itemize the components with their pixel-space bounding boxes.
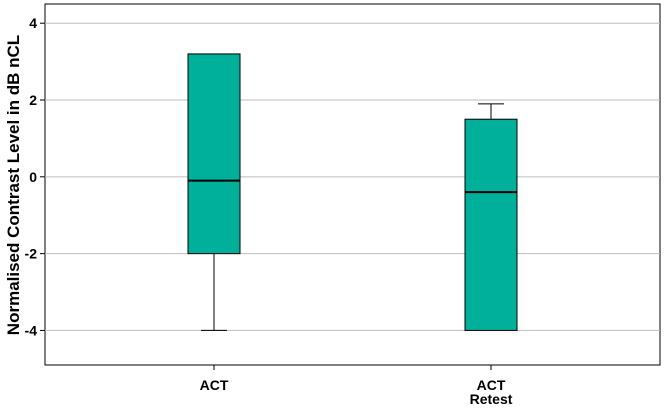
box-layer xyxy=(187,53,518,331)
x-category-label-line: Retest xyxy=(470,391,513,407)
y-axis-title: Normalised Contrast Level in dB nCL xyxy=(4,35,23,335)
plot-area xyxy=(44,3,661,366)
y-tick-label: -2 xyxy=(25,246,38,262)
x-category-label: ACT Retest xyxy=(470,377,513,407)
y-tick-label: 0 xyxy=(29,169,37,185)
x-category-label-line: ACT xyxy=(477,377,506,393)
y-tick-label: -4 xyxy=(25,322,38,338)
x-axis-labels: ACT ACT Retest xyxy=(200,365,513,407)
grid-lines xyxy=(45,22,660,331)
y-tick-label: 4 xyxy=(29,15,37,31)
x-category-label-line: ACT xyxy=(200,377,229,393)
x-category-label: ACT xyxy=(200,377,229,393)
box-iqr xyxy=(187,53,241,255)
y-tick-label: 2 xyxy=(29,92,37,108)
box-iqr xyxy=(464,118,518,331)
y-axis-ticks: 4 2 0 -2 -4 xyxy=(25,15,45,338)
